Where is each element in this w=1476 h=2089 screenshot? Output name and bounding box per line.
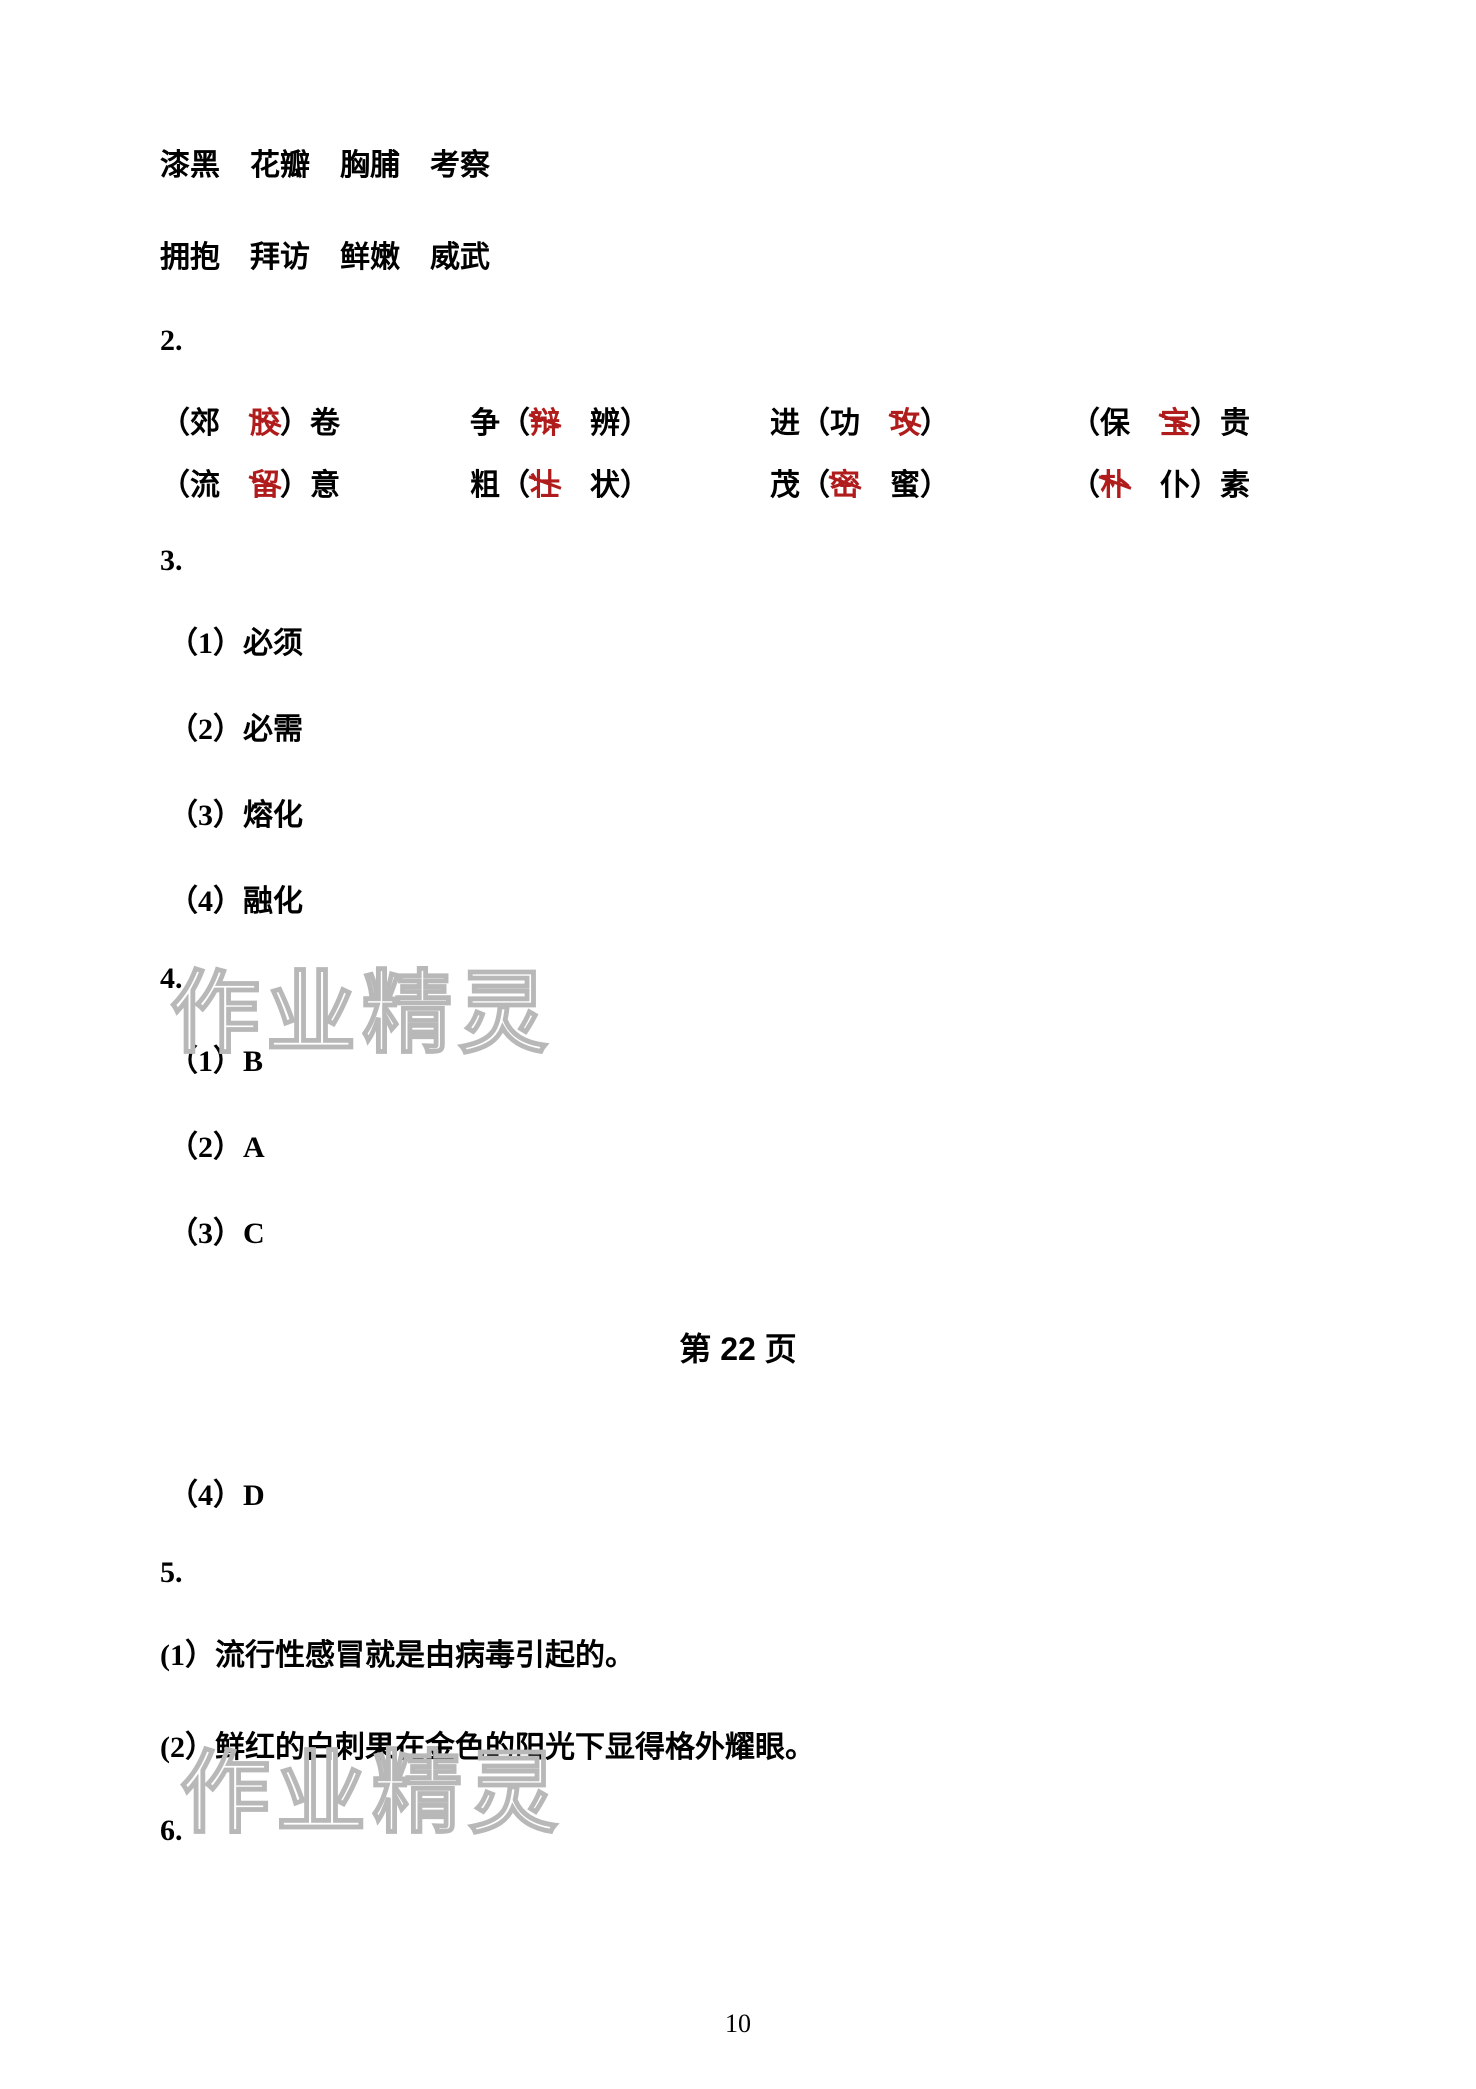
sentence-item: (2）鲜红的白刺果在金色的阳光下显得格外耀眼。: [160, 1722, 1316, 1766]
bracket-text: 争（: [470, 407, 530, 440]
section-5-heading: 5.: [160, 1556, 1316, 1590]
bracket-text: （保: [1070, 407, 1160, 440]
bracket-text: 进（功: [770, 407, 890, 440]
bracket-text: 仆）素: [1130, 469, 1250, 502]
section-6-heading: 6.: [160, 1814, 1316, 1848]
bracket-text: 蜜）: [860, 469, 950, 502]
answer-item: （1）B: [160, 1036, 1316, 1080]
bracket-cell: （保 宝）贵: [1070, 398, 1250, 442]
bracket-text: （: [1070, 469, 1100, 502]
section-2-heading: 2.: [160, 324, 1316, 358]
bracket-text: ）意: [280, 469, 340, 502]
answer-item: （2）必需: [160, 704, 1316, 748]
bracket-cell: 茂（密 蜜）: [770, 460, 1070, 504]
bracket-cell: 粗（壮 状）: [470, 460, 770, 504]
struck-char: 留: [250, 460, 280, 504]
bracket-text: ）: [920, 407, 950, 440]
bracket-table: （郊 胶）卷 争（辩 辨） 进（功 攻） （保 宝）贵 （流 留）意 粗（壮 状…: [160, 398, 1316, 504]
section-3-heading: 3.: [160, 544, 1316, 578]
bracket-text: 辨）: [560, 407, 650, 440]
answer-item: （2）A: [160, 1122, 1316, 1166]
bracket-cell: 争（辩 辨）: [470, 398, 770, 442]
answer-item: （4）融化: [160, 876, 1316, 920]
answer-item: （3）熔化: [160, 790, 1316, 834]
struck-char: 攻: [890, 398, 920, 442]
bracket-cell: （郊 胶）卷: [160, 398, 470, 442]
bracket-text: ）卷: [280, 407, 340, 440]
struck-char: 胶: [250, 398, 280, 442]
bracket-text: 状）: [560, 469, 650, 502]
struck-char: 朴: [1100, 460, 1130, 504]
bracket-cell: （流 留）意: [160, 460, 470, 504]
bracket-text: ）贵: [1190, 407, 1250, 440]
bracket-text: 粗（: [470, 469, 530, 502]
answer-item: （1）必须: [160, 618, 1316, 662]
page-label: 第 22 页: [160, 1324, 1316, 1370]
bracket-cell: （朴 仆）素: [1070, 460, 1250, 504]
bracket-text: 茂（: [770, 469, 830, 502]
answer-item: （4）D: [160, 1470, 1316, 1514]
struck-char: 宝: [1160, 398, 1190, 442]
bracket-text: （郊: [160, 407, 250, 440]
answer-item: （3）C: [160, 1208, 1316, 1252]
vocab-line-1: 漆黑 花瓣 胸脯 考察: [160, 140, 1316, 184]
section-4-heading: 4.: [160, 962, 1316, 996]
bracket-text: （流: [160, 469, 250, 502]
struck-char: 辩: [530, 398, 560, 442]
bracket-cell: 进（功 攻）: [770, 398, 1070, 442]
vocab-line-2: 拥抱 拜访 鲜嫩 威武: [160, 232, 1316, 276]
struck-char: 壮: [530, 460, 560, 504]
struck-char: 密: [830, 460, 860, 504]
bracket-row: （郊 胶）卷 争（辩 辨） 进（功 攻） （保 宝）贵: [160, 398, 1316, 442]
sentence-item: (1）流行性感冒就是由病毒引起的。: [160, 1630, 1316, 1674]
bracket-row: （流 留）意 粗（壮 状） 茂（密 蜜） （朴 仆）素: [160, 460, 1316, 504]
page-number: 10: [0, 2009, 1476, 2039]
